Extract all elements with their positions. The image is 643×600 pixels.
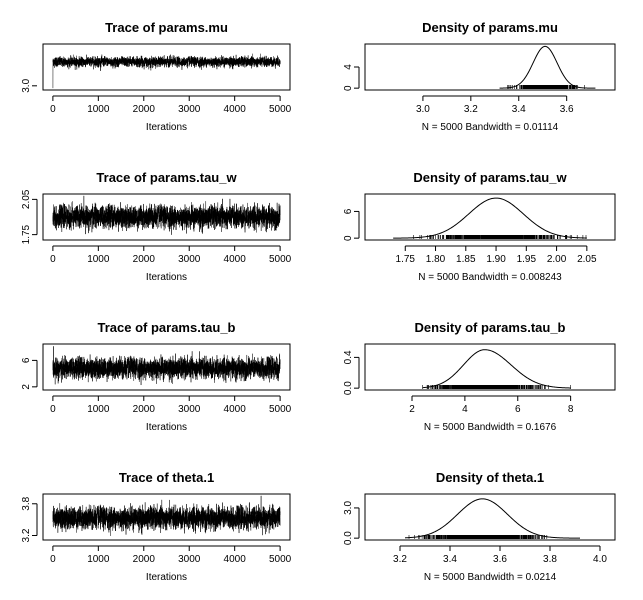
density-panel-2-title: Density of params.tau_w	[413, 170, 567, 185]
density-panel-4-y-tick-label: 3.0	[343, 501, 354, 515]
trace-panel-1-frame	[42, 43, 291, 91]
trace-panel-2-x-tick-label: 4000	[224, 254, 247, 265]
trace-panel-1-x-tick-label: 0	[50, 104, 56, 115]
density-panel-2-x-tick-label: 1.85	[456, 254, 476, 265]
density-panel-3-y-tick-label: 0.4	[343, 350, 354, 364]
trace-panel-2-x-tick-label: 0	[50, 254, 56, 265]
trace-panel-2-title: Trace of params.tau_w	[96, 170, 237, 185]
density-panel-3-rug	[422, 385, 571, 389]
density-panel-3-frame	[364, 343, 616, 391]
density-panel-2-y-tick-label: 6	[343, 208, 354, 214]
trace-panel-1-x-tick-label: 1000	[87, 104, 110, 115]
trace-panel-4-y-tick-label: 3.2	[21, 528, 32, 542]
density-panel-2-frame	[364, 193, 616, 241]
trace-panel-4-title: Trace of theta.1	[119, 470, 214, 485]
trace-panel-3-trace-line	[52, 346, 281, 386]
trace-panel-4-x-tick-label: 2000	[133, 554, 156, 565]
trace-panel-3-x-tick-label: 5000	[269, 404, 292, 415]
density-panel-1-x-tick-label: 3.2	[464, 104, 478, 115]
trace-panel-3-y-tick-label: 2	[21, 384, 32, 390]
trace-panel-1-x-tick-label: 4000	[224, 104, 247, 115]
trace-panel-3-xlabel: Iterations	[146, 422, 187, 433]
density-panel-4-frame	[364, 493, 616, 541]
density-panel-4-density-curve	[404, 498, 580, 539]
density-panel-4-x-tick-label: 3.8	[543, 554, 557, 565]
trace-panel-4-frame	[42, 493, 291, 541]
density-panel-3-x-tick-label: 8	[568, 404, 574, 415]
density-panel-3-x-tick-label: 6	[515, 404, 521, 415]
density-panel-3-density-curve	[422, 349, 571, 389]
density-panel-2-y-tick-label: 0	[343, 235, 354, 241]
density-panel-4-title: Density of theta.1	[436, 470, 544, 485]
trace-panel-3-title: Trace of params.tau_b	[98, 320, 236, 335]
density-panel-4-xlabel: N = 5000 Bandwidth = 0.0214	[424, 572, 557, 583]
trace-panel-2-y-tick-label: 1.75	[21, 224, 32, 244]
density-panel-2-x-tick-label: 1.80	[426, 254, 446, 265]
trace-panel-2-trace-line	[52, 195, 281, 235]
density-panel-2-x-tick-label: 1.90	[486, 254, 506, 265]
trace-panel-4-x-tick-label: 0	[50, 554, 56, 565]
trace-panel-1-y-tick-label: 3.0	[21, 78, 32, 92]
trace-panel-3-y-tick-label: 6	[21, 357, 32, 363]
trace-panel-1-x-tick-label: 3000	[178, 104, 201, 115]
trace-panel-3-frame	[42, 343, 291, 391]
density-panel-3-title: Density of params.tau_b	[415, 320, 566, 335]
trace-panel-2-frame	[42, 193, 291, 241]
density-panel-3-x-tick-label: 2	[409, 404, 415, 415]
trace-panel-4-x-tick-label: 5000	[269, 554, 292, 565]
density-panel-1-x-tick-label: 3.6	[560, 104, 574, 115]
trace-panel-1-title: Trace of params.mu	[105, 20, 228, 35]
density-panel-1-density-curve	[499, 45, 596, 89]
density-panel-4-x-tick-label: 3.4	[443, 554, 457, 565]
density-panel-2-xlabel: N = 5000 Bandwidth = 0.008243	[418, 272, 562, 283]
density-panel-3-y-tick-label: 0.0	[343, 381, 354, 395]
trace-panel-4-trace-line	[52, 495, 281, 536]
density-panel-4-x-tick-label: 4.0	[593, 554, 607, 565]
trace-panel-3-x-tick-label: 1000	[87, 404, 110, 415]
trace-panel-3-x-tick-label: 3000	[178, 404, 201, 415]
density-panel-4-x-tick-label: 3.2	[393, 554, 407, 565]
trace-panel-4-x-tick-label: 1000	[87, 554, 110, 565]
density-panel-4-x-tick-label: 3.6	[493, 554, 507, 565]
density-panel-2-x-tick-label: 2.05	[577, 254, 597, 265]
density-panel-3-xlabel: N = 5000 Bandwidth = 0.1676	[424, 422, 557, 433]
trace-panel-2-x-tick-label: 1000	[87, 254, 110, 265]
trace-panel-4-y-tick-label: 3.8	[21, 496, 32, 510]
trace-panel-1-xlabel: Iterations	[146, 122, 187, 133]
density-panel-3-x-tick-label: 4	[462, 404, 468, 415]
density-panel-1-y-tick-label: 0	[343, 85, 354, 91]
trace-panel-1-trace-line	[52, 53, 281, 89]
trace-panel-3-x-tick-label: 2000	[133, 404, 156, 415]
density-panel-1-x-tick-label: 3.0	[416, 104, 430, 115]
trace-panel-2-x-tick-label: 2000	[133, 254, 156, 265]
trace-panel-4-xlabel: Iterations	[146, 572, 187, 583]
density-panel-1-y-tick-label: 4	[343, 64, 354, 70]
density-panel-4-y-tick-label: 0.0	[343, 531, 354, 545]
density-panel-2-x-tick-label: 2.00	[547, 254, 567, 265]
density-panel-1-rug	[507, 85, 585, 89]
density-panel-2-x-tick-label: 1.95	[517, 254, 537, 265]
trace-panel-4-x-tick-label: 3000	[178, 554, 201, 565]
trace-panel-2-x-tick-label: 5000	[269, 254, 292, 265]
trace-panel-2-x-tick-label: 3000	[178, 254, 201, 265]
density-panel-1-xlabel: N = 5000 Bandwidth = 0.01114	[422, 122, 559, 133]
density-panel-2-x-tick-label: 1.75	[396, 254, 416, 265]
trace-panel-1-x-tick-label: 5000	[269, 104, 292, 115]
density-panel-1-title: Density of params.mu	[422, 20, 558, 35]
trace-panel-2-xlabel: Iterations	[146, 272, 187, 283]
trace-panel-4-x-tick-label: 4000	[224, 554, 247, 565]
trace-panel-2-y-tick-label: 2.05	[21, 189, 32, 209]
density-panel-4-rug	[408, 535, 548, 539]
density-panel-1-frame	[364, 43, 616, 91]
trace-panel-1-x-tick-label: 2000	[133, 104, 156, 115]
trace-panel-3-x-tick-label: 4000	[224, 404, 247, 415]
density-panel-1-x-tick-label: 3.4	[512, 104, 526, 115]
density-panel-2-rug	[413, 235, 587, 239]
trace-panel-3-x-tick-label: 0	[50, 404, 56, 415]
density-panel-2-density-curve	[393, 197, 587, 239]
